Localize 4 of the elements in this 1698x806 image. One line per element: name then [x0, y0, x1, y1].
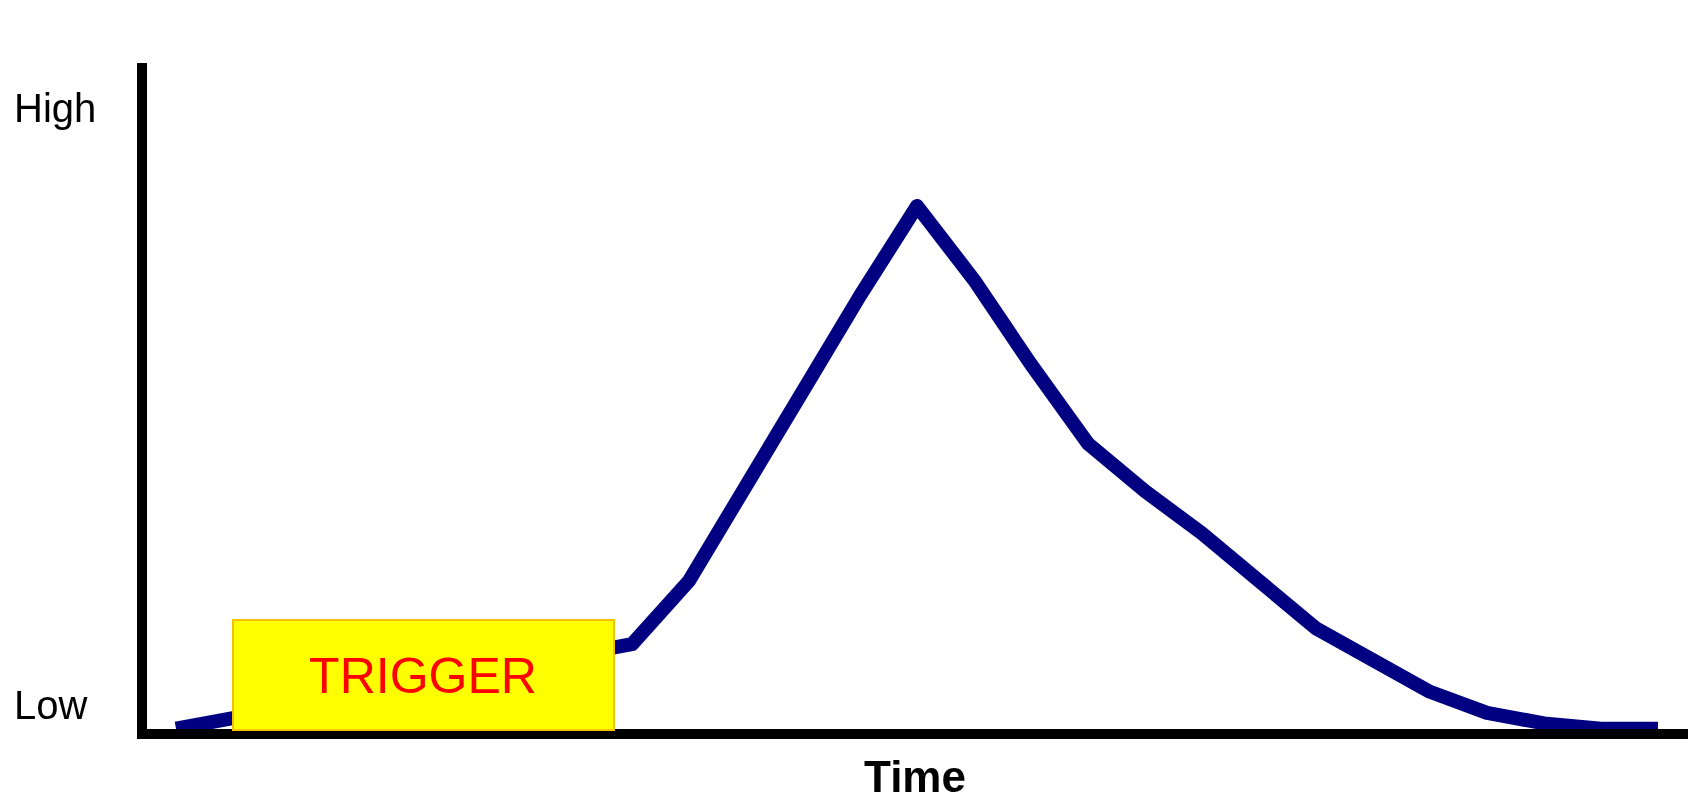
text: Low [14, 683, 88, 727]
x-axis-title: Time [864, 751, 966, 801]
annotation: TRIGGER [309, 648, 537, 704]
text: High [14, 86, 97, 130]
